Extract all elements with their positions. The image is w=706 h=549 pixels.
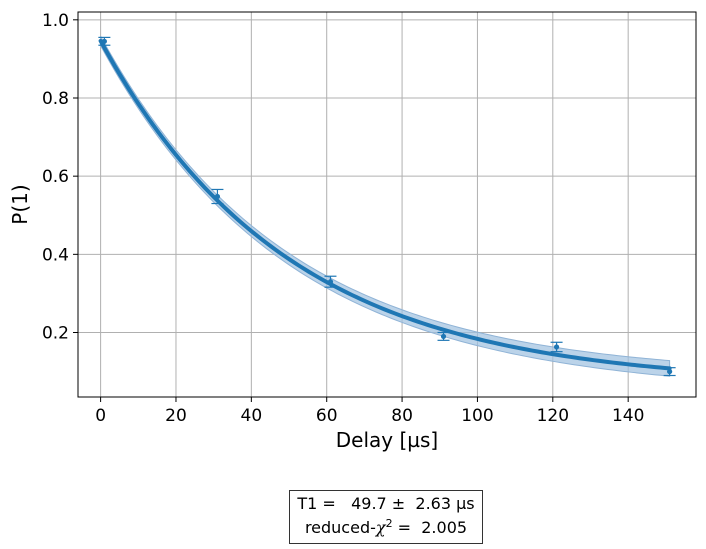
y-tick-label: 0.8	[42, 89, 69, 109]
data-point	[663, 367, 676, 377]
x-tick-label: 120	[537, 406, 569, 426]
data-point	[211, 188, 224, 205]
y-axis-label: P(1)	[8, 184, 32, 224]
fit-band-area	[100, 35, 671, 377]
fit-result-box: T1 = 49.7 ± 2.63 µs reduced-χ2 = 2.005	[289, 490, 483, 544]
t1-result: T1 = 49.7 ± 2.63 µs	[297, 494, 475, 513]
chi-superscript: 2	[385, 517, 393, 530]
fit-confidence-band	[100, 35, 671, 377]
data-marker	[101, 38, 107, 44]
data-marker	[440, 333, 447, 340]
fit-curve	[98, 38, 672, 371]
fit-curve-line	[98, 38, 672, 371]
data-marker	[667, 368, 673, 375]
reduced-chi2-prefix: reduced-	[304, 518, 376, 537]
data-points	[98, 36, 676, 377]
chi-symbol: χ	[375, 518, 386, 537]
data-marker	[327, 279, 334, 285]
reduced-chi2-value: = 2.005	[392, 518, 468, 537]
grid	[78, 12, 696, 397]
x-tick-label: 140	[612, 406, 644, 426]
data-point	[324, 275, 337, 288]
data-marker	[553, 344, 560, 350]
x-tick-label: 20	[165, 406, 187, 426]
data-point	[550, 341, 563, 353]
y-tick-label: 0.6	[42, 167, 69, 187]
x-tick-label: 0	[95, 406, 106, 426]
axis-ticks: 0 20 40 60 80 100 120 140 0.2 0.4 0.6 0.8 1.0	[42, 11, 644, 426]
x-tick-label: 60	[316, 406, 338, 426]
plot-frame	[77, 11, 697, 398]
data-point	[98, 36, 111, 46]
x-tick-label: 40	[241, 406, 263, 426]
reduced-chi2-result: reduced-χ2 = 2.005	[290, 516, 482, 540]
x-tick-label: 80	[391, 406, 413, 426]
y-tick-label: 0.4	[42, 245, 69, 265]
y-tick-label: 1.0	[42, 11, 69, 31]
data-point	[437, 331, 450, 341]
x-axis-label: Delay [µs]	[336, 428, 438, 452]
data-marker	[214, 193, 221, 200]
x-tick-label: 100	[461, 406, 493, 426]
y-tick-label: 0.2	[42, 324, 69, 344]
